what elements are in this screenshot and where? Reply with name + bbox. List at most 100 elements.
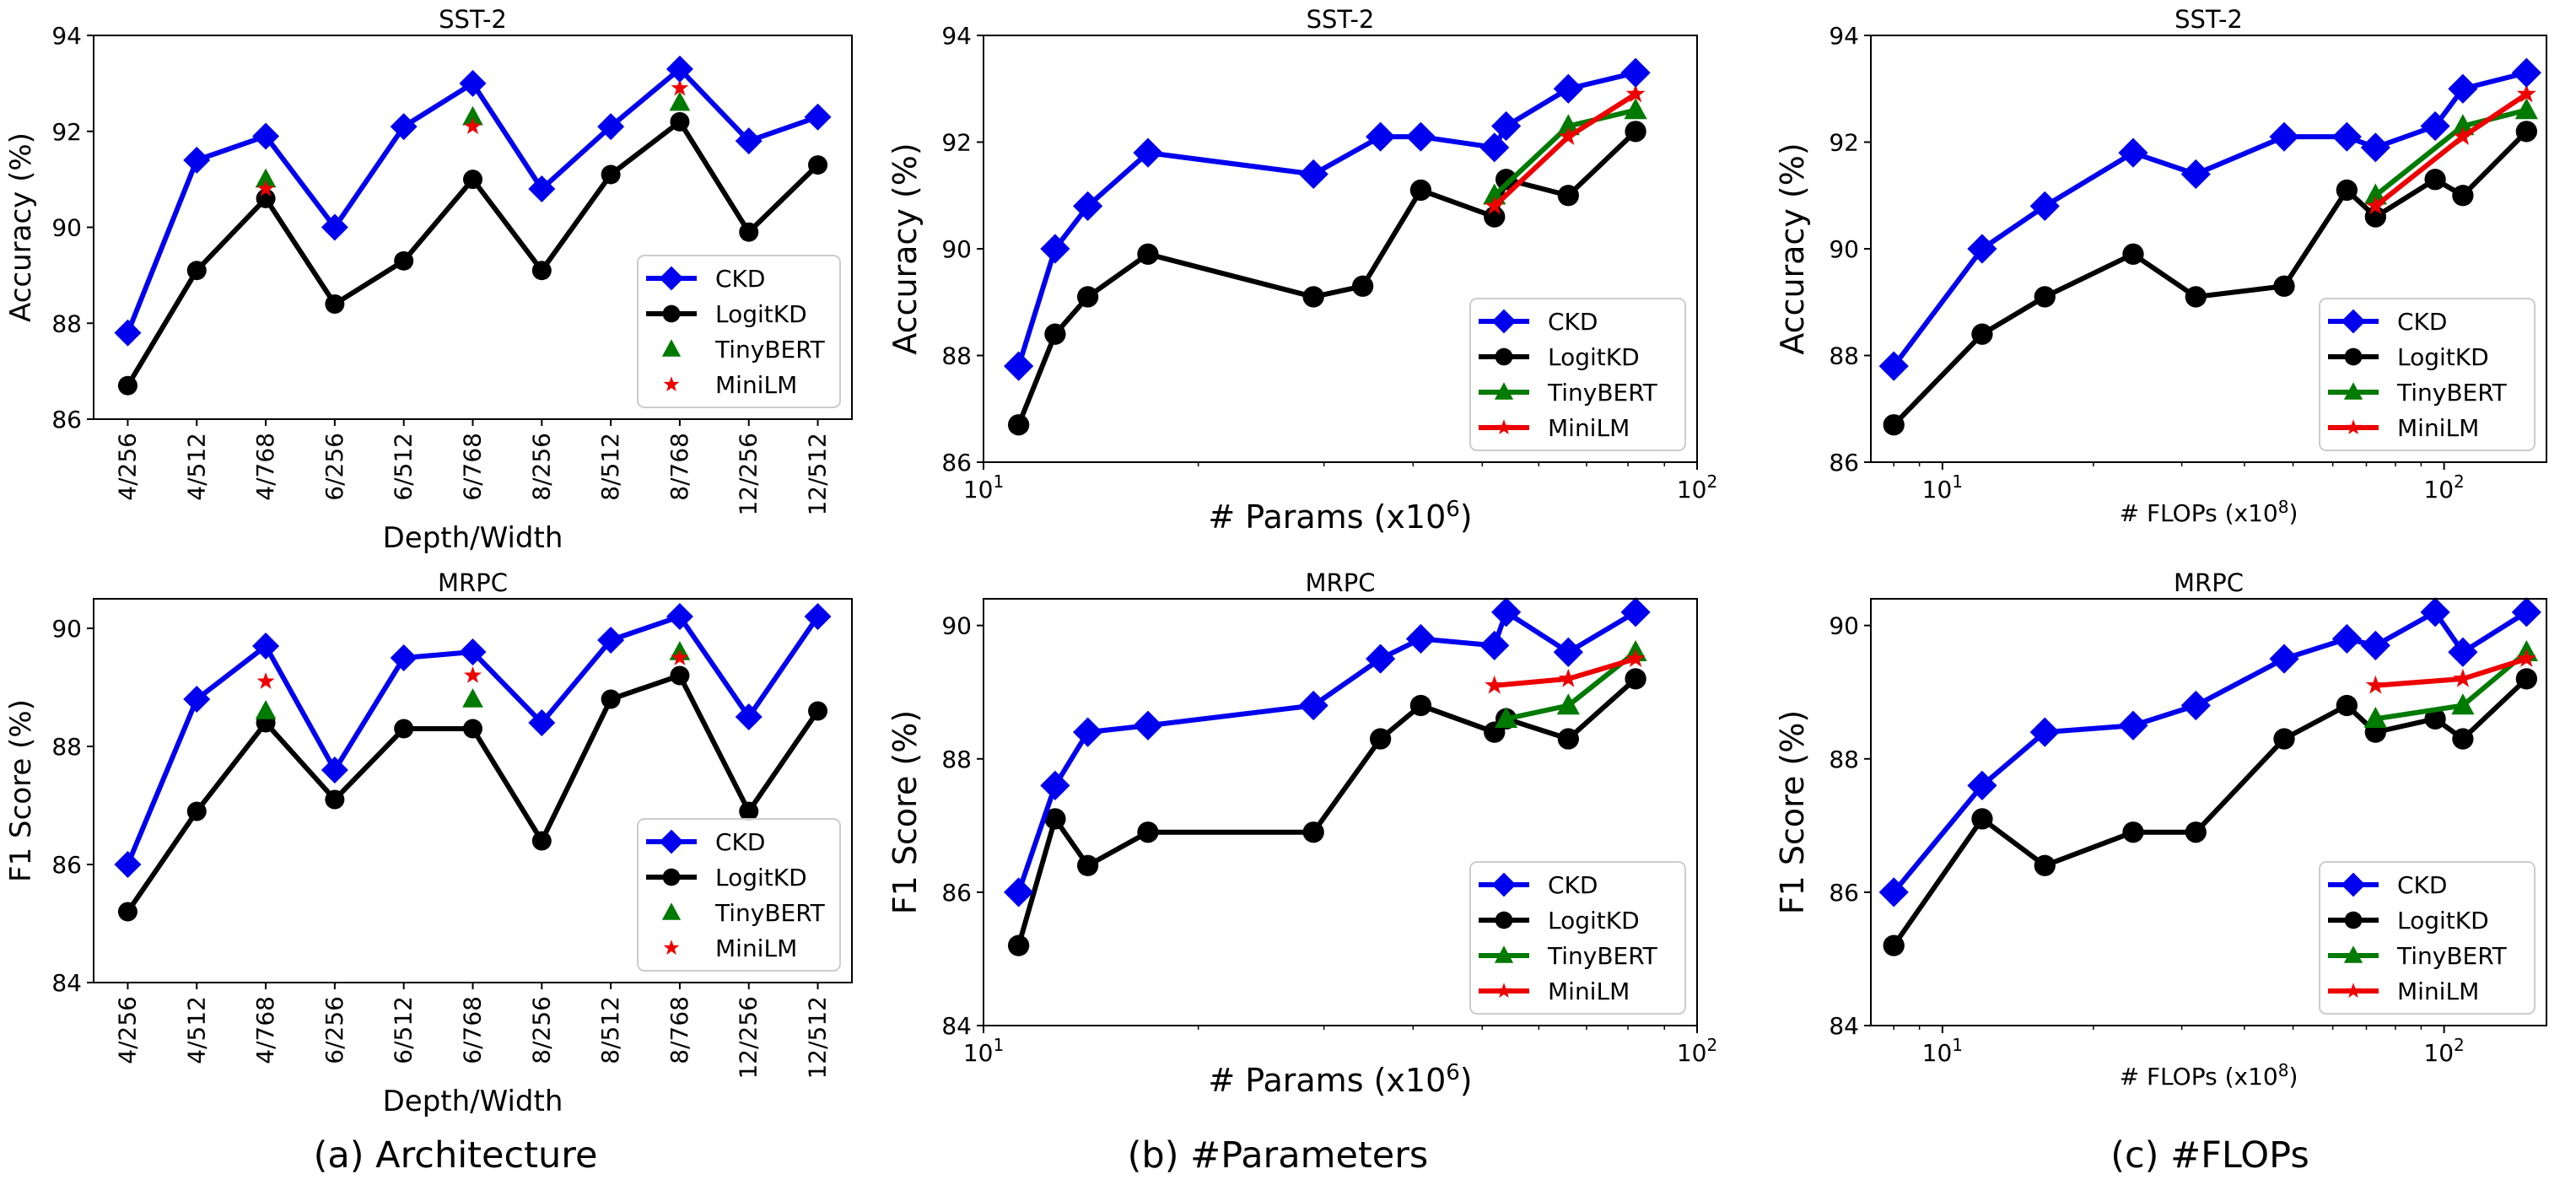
data-point-ckd [390, 644, 418, 671]
x-tick-label: 101 [963, 471, 1004, 504]
y-tick-label: 88 [1829, 342, 1859, 370]
data-point-logitkd [2364, 206, 2386, 228]
legend-marker-tinybert [2343, 945, 2363, 963]
y-tick-label: 90 [941, 235, 972, 263]
data-point-ckd [1073, 717, 1103, 747]
data-point-ckd [1366, 121, 1396, 152]
data-point-tinybert [2451, 693, 2475, 715]
data-point-minilm [1485, 675, 1505, 694]
data-point-logitkd [1137, 243, 1159, 265]
data-point-minilm [2516, 83, 2536, 103]
data-point-tinybert [2451, 114, 2475, 136]
y-axis-label: Accuracy (%) [1774, 143, 1811, 354]
data-point-logitkd [394, 719, 414, 739]
data-point-tinybert [255, 700, 277, 719]
data-point-ckd [459, 69, 487, 97]
data-point-ckd [1553, 637, 1583, 667]
y-tick-label: 92 [941, 129, 972, 157]
legend-marker-ckd [1491, 309, 1517, 334]
legend-marker-logitkd [1495, 347, 1513, 366]
y-tick-label: 94 [51, 22, 82, 50]
x-tick-label: 8/512 [596, 433, 624, 501]
data-point-logitkd [1883, 934, 1905, 956]
data-point-minilm [1625, 83, 1646, 103]
caption-flops: (c) #FLOPs [2110, 1134, 2309, 1177]
legend-marker-logitkd [2344, 911, 2363, 929]
data-point-tinybert [669, 91, 691, 111]
chart-title: SST-2 [439, 5, 507, 34]
data-point-logitkd [1971, 323, 1993, 345]
data-point-ckd [2420, 597, 2450, 627]
legend-label-minilm: MiniLM [715, 371, 797, 399]
legend-marker-minilm [2345, 419, 2362, 434]
series-logitkd [1883, 668, 2537, 956]
x-tick-label: 12/256 [735, 433, 763, 516]
data-point-logitkd [256, 188, 276, 208]
legend-marker-logitkd [662, 304, 681, 323]
series-ckd [114, 603, 832, 878]
series-ckd [1878, 57, 2541, 381]
data-point-logitkd [394, 250, 414, 271]
data-point-logitkd [601, 689, 621, 709]
y-axis-label: F1 Score (%) [4, 699, 38, 882]
chart-title: MRPC [438, 568, 508, 597]
data-point-logitkd [186, 801, 207, 821]
chart-panel-5: MRPC 84 86 88 90 F1 Score (%) 101 102 # Params (… [887, 568, 1717, 1099]
data-point-logitkd [1076, 854, 1099, 876]
data-point-logitkd [2336, 179, 2358, 202]
data-point-logitkd [670, 665, 690, 686]
data-point-tinybert [1556, 114, 1580, 136]
data-point-logitkd [739, 801, 759, 821]
legend-marker-ckd [2341, 872, 2366, 897]
y-tick-label: 88 [51, 310, 82, 337]
data-point-ckd [114, 851, 142, 878]
data-point-ckd [804, 103, 832, 131]
y-axis-label: Accuracy (%) [4, 132, 38, 322]
data-point-logitkd [1137, 821, 1159, 843]
x-tick-label: 8/256 [527, 433, 555, 501]
data-point-ckd [2360, 630, 2390, 660]
legend-label-tinybert: TinyBERT [714, 899, 826, 927]
legend-label-ckd: CKD [2397, 308, 2447, 336]
series-tinybert [255, 91, 691, 188]
data-point-ckd [1366, 644, 1396, 674]
plot-frame [93, 35, 853, 420]
legend-label-minilm: MiniLM [715, 934, 797, 962]
plot-frame [1870, 598, 2547, 1026]
data-point-logitkd [325, 789, 345, 810]
x-axis-label: # FLOPs (x108) [2120, 1060, 2298, 1091]
series-minilm [256, 78, 689, 197]
data-point-logitkd [1369, 728, 1392, 750]
x-tick-label: 8/768 [666, 433, 693, 501]
data-point-minilm [671, 649, 689, 665]
legend-box [2319, 298, 2536, 451]
y-tick-label: 88 [941, 342, 972, 370]
x-tick-label: 6/512 [390, 996, 418, 1064]
data-point-logitkd [739, 222, 759, 242]
data-point-ckd [1040, 234, 1070, 264]
legend: CKD LogitKD TinyBERT MiniLM [637, 818, 841, 972]
data-point-logitkd [117, 902, 137, 922]
plot-frame [983, 598, 1698, 1026]
x-tick-label: 102 [2423, 471, 2464, 504]
plot-frame [1870, 35, 2547, 463]
legend-box [637, 255, 841, 408]
data-point-logitkd [531, 261, 552, 281]
data-point-logitkd [1409, 179, 1432, 202]
data-point-logitkd [2034, 286, 2056, 308]
x-tick-label: 12/512 [804, 996, 832, 1080]
data-point-logitkd [1007, 414, 1030, 436]
y-tick-label: 84 [51, 969, 82, 997]
data-point-ckd [804, 603, 832, 630]
data-point-logitkd [1302, 286, 1324, 308]
y-tick-label: 88 [1829, 746, 1859, 773]
data-point-minilm [1558, 127, 1578, 145]
x-axis-label: # FLOPs (x108) [2120, 497, 2298, 527]
data-point-minilm [2453, 668, 2473, 687]
data-point-ckd [390, 113, 418, 141]
x-tick-label: 8/768 [666, 996, 693, 1064]
data-point-tinybert [1495, 707, 1518, 729]
data-point-logitkd [1351, 275, 1374, 297]
data-point-logitkd [1044, 808, 1066, 830]
plot-frame [983, 35, 1698, 463]
